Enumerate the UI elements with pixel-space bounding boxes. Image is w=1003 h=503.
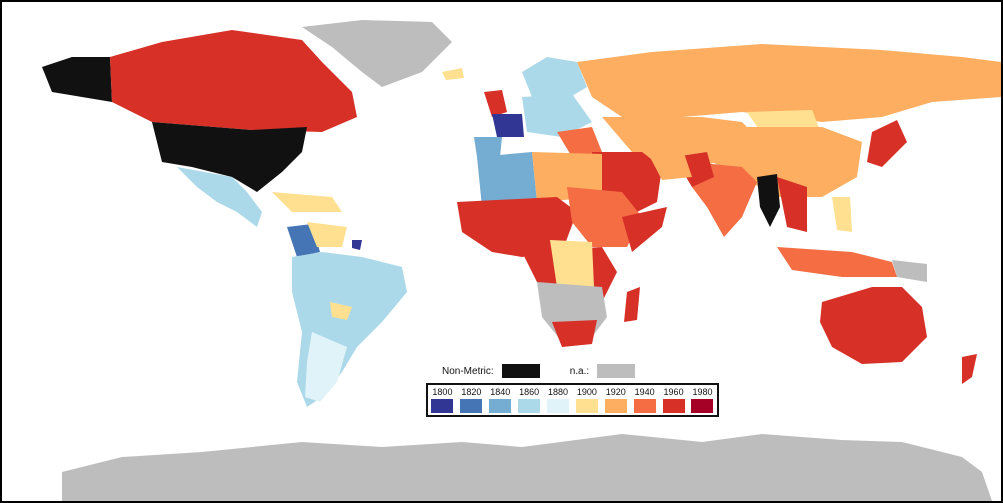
- region-uk: [484, 90, 507, 117]
- region-paraguay: [330, 302, 352, 320]
- legend-year-label: 1820: [461, 387, 482, 397]
- region-france: [492, 114, 524, 137]
- legend-swatch: [489, 399, 512, 413]
- region-argentina: [305, 332, 347, 402]
- legend-special: Non-Metric: n.a.:: [442, 364, 636, 378]
- na-label: n.a.:: [569, 365, 590, 377]
- region-caribbean: [272, 192, 342, 212]
- region-sudan-ethiopia: [567, 187, 642, 247]
- region-china: [702, 127, 862, 197]
- region-indochina: [777, 177, 807, 232]
- region-drc: [550, 240, 594, 287]
- region-central-europe: [522, 94, 592, 137]
- legend-year-label: 1960: [663, 387, 684, 397]
- legend-swatch: [662, 399, 685, 413]
- region-french-guiana: [352, 240, 362, 250]
- region-india: [692, 162, 757, 237]
- legend-year-label: 1940: [634, 387, 655, 397]
- region-antarctica: [62, 434, 992, 501]
- legend-year-label: 1920: [605, 387, 626, 397]
- region-south-africa: [552, 320, 597, 347]
- region-papua: [892, 260, 927, 282]
- region-new-zealand: [962, 354, 977, 384]
- legend-swatch: [547, 399, 569, 413]
- region-balkans: [557, 127, 602, 157]
- region-philippines: [832, 197, 852, 232]
- legend-swatch: [633, 399, 656, 413]
- region-indonesia: [777, 247, 897, 277]
- region-spain: [474, 137, 502, 157]
- legend-swatch: [604, 399, 627, 413]
- legend-year-label: 1840: [490, 387, 511, 397]
- legend-year-label: 1860: [519, 387, 540, 397]
- legend-year-label: 1900: [576, 387, 597, 397]
- region-north-africa-west: [477, 152, 537, 207]
- non-metric-label: Non-Metric:: [442, 365, 494, 377]
- legend-swatch: [518, 399, 541, 413]
- region-iran: [642, 142, 692, 180]
- region-alaska: [42, 57, 112, 102]
- region-venezuela: [307, 222, 347, 247]
- legend-year-label: 1880: [547, 387, 569, 397]
- region-usa: [152, 122, 307, 192]
- region-greenland: [302, 20, 452, 87]
- region-sahel: [457, 197, 577, 257]
- region-iceland: [442, 68, 464, 80]
- na-swatch: [597, 364, 636, 378]
- region-scandinavia: [522, 57, 587, 102]
- legend-swatch: [431, 399, 454, 413]
- legend-year-labels: 1800 1820 1840 1860 1880 1900 1920 1940 …: [428, 387, 717, 397]
- region-mexico: [177, 167, 262, 227]
- legend-swatch-row: [428, 399, 717, 413]
- region-australia: [820, 287, 927, 364]
- region-horn: [622, 207, 667, 252]
- region-russia: [577, 44, 1001, 122]
- region-japan: [867, 120, 907, 167]
- legend-years: 1800 1820 1840 1860 1880 1900 1920 1940 …: [426, 383, 719, 417]
- legend-swatch: [575, 399, 598, 413]
- legend-swatch: [460, 399, 483, 413]
- non-metric-swatch: [501, 364, 540, 378]
- legend-year-label: 1980: [692, 387, 713, 397]
- legend-year-label: 1800: [432, 387, 453, 397]
- region-canada: [110, 30, 357, 132]
- region-myanmar: [757, 174, 780, 227]
- region-madagascar: [624, 287, 640, 322]
- legend-swatch: [691, 399, 714, 413]
